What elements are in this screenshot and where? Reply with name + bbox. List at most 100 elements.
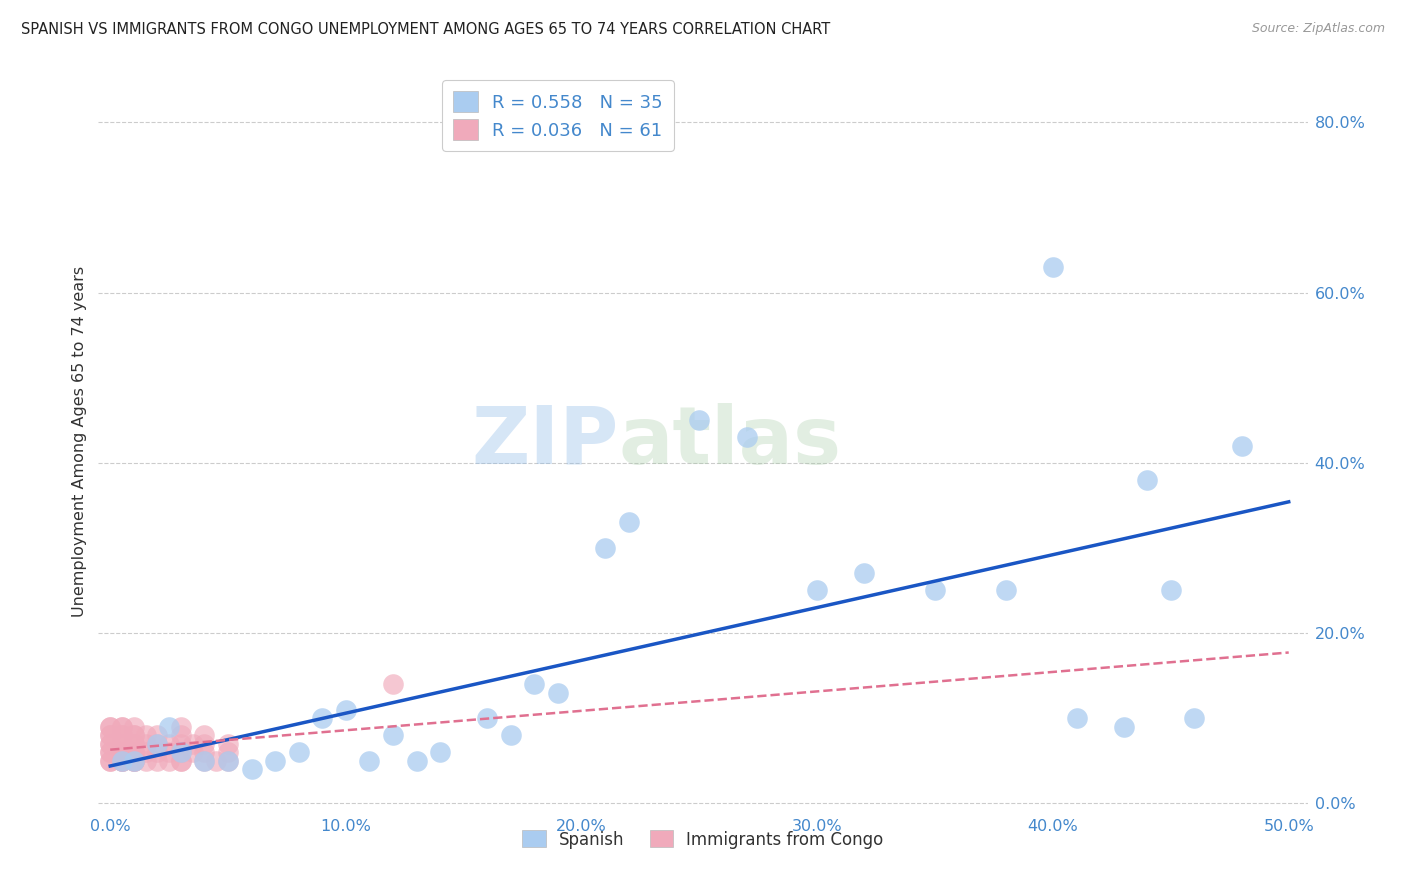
Text: ZIP: ZIP [471, 402, 619, 481]
Point [853, 566, 876, 581]
Point [122, 728, 145, 742]
Text: atlas: atlas [619, 402, 841, 481]
Point [98, 737, 121, 751]
Point [146, 737, 169, 751]
Point [240, 762, 263, 776]
Point [98, 720, 121, 734]
Point [111, 745, 134, 759]
Point [111, 745, 134, 759]
Legend: Spanish, Immigrants from Congo: Spanish, Immigrants from Congo [516, 823, 890, 855]
Point [924, 583, 946, 598]
Point [264, 754, 287, 768]
Point [135, 754, 157, 768]
Point [146, 754, 169, 768]
Point [193, 737, 215, 751]
Point [135, 728, 157, 742]
Point [122, 754, 145, 768]
Point [181, 737, 204, 751]
Point [146, 728, 169, 742]
Point [287, 745, 309, 759]
Point [1112, 720, 1135, 734]
Point [217, 737, 239, 751]
Point [111, 754, 134, 768]
Point [688, 413, 710, 427]
Point [98, 737, 121, 751]
Point [170, 720, 193, 734]
Point [359, 754, 381, 768]
Point [1066, 711, 1088, 725]
Point [111, 728, 134, 742]
Point [217, 754, 239, 768]
Point [217, 754, 239, 768]
Point [122, 745, 145, 759]
Point [170, 754, 193, 768]
Point [98, 745, 121, 759]
Point [477, 711, 499, 725]
Point [170, 754, 193, 768]
Point [98, 754, 121, 768]
Point [429, 745, 451, 759]
Point [335, 703, 357, 717]
Point [405, 754, 427, 768]
Point [122, 737, 145, 751]
Point [98, 754, 121, 768]
Point [205, 754, 228, 768]
Point [135, 737, 157, 751]
Point [806, 583, 828, 598]
Point [111, 745, 134, 759]
Point [157, 720, 180, 734]
Point [111, 720, 134, 734]
Point [499, 728, 522, 742]
Point [170, 728, 193, 742]
Point [111, 737, 134, 751]
Point [1160, 583, 1182, 598]
Point [547, 685, 569, 699]
Point [193, 754, 215, 768]
Point [98, 745, 121, 759]
Point [1136, 473, 1159, 487]
Point [111, 754, 134, 768]
Point [217, 745, 239, 759]
Point [98, 728, 121, 742]
Point [111, 728, 134, 742]
Point [1042, 260, 1064, 274]
Point [193, 754, 215, 768]
Point [122, 728, 145, 742]
Point [122, 754, 145, 768]
Text: SPANISH VS IMMIGRANTS FROM CONGO UNEMPLOYMENT AMONG AGES 65 TO 74 YEARS CORRELAT: SPANISH VS IMMIGRANTS FROM CONGO UNEMPLO… [21, 22, 831, 37]
Point [135, 745, 157, 759]
Point [122, 745, 145, 759]
Point [181, 745, 204, 759]
Point [146, 745, 169, 759]
Point [111, 754, 134, 768]
Point [146, 737, 169, 751]
Point [111, 737, 134, 751]
Point [170, 745, 193, 759]
Point [122, 737, 145, 751]
Point [122, 720, 145, 734]
Point [382, 728, 405, 742]
Point [311, 711, 333, 725]
Point [193, 728, 215, 742]
Point [122, 745, 145, 759]
Point [593, 541, 616, 555]
Point [157, 737, 180, 751]
Point [170, 737, 193, 751]
Point [735, 430, 758, 444]
Text: Source: ZipAtlas.com: Source: ZipAtlas.com [1251, 22, 1385, 36]
Point [170, 745, 193, 759]
Point [111, 720, 134, 734]
Point [98, 728, 121, 742]
Point [157, 754, 180, 768]
Point [1230, 439, 1253, 453]
Point [111, 754, 134, 768]
Point [98, 720, 121, 734]
Point [1184, 711, 1206, 725]
Point [193, 745, 215, 759]
Y-axis label: Unemployment Among Ages 65 to 74 years: Unemployment Among Ages 65 to 74 years [72, 266, 87, 617]
Point [523, 677, 546, 691]
Point [617, 516, 640, 530]
Point [994, 583, 1017, 598]
Point [382, 677, 405, 691]
Point [157, 745, 180, 759]
